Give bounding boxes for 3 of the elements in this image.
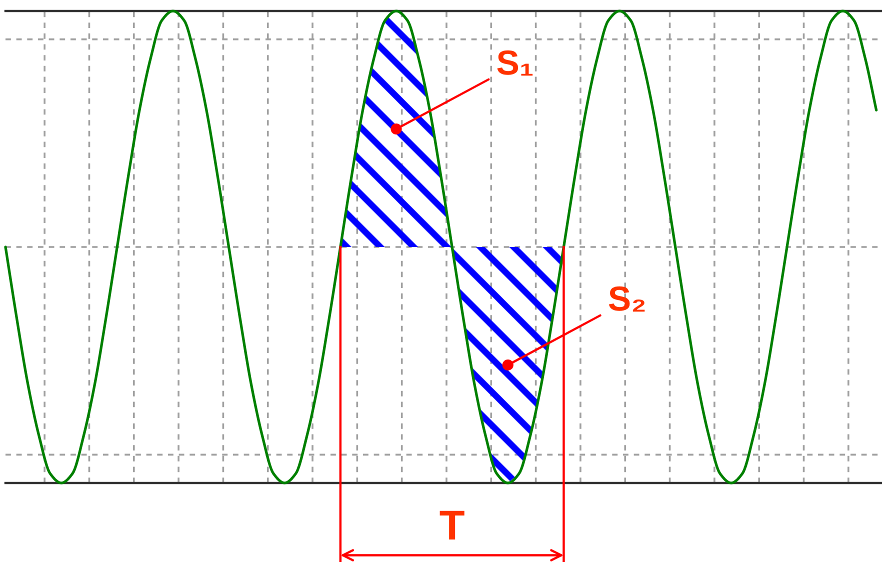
text: T [440, 510, 464, 540]
text: S₁ [497, 50, 533, 76]
series-label: S₂ [608, 286, 645, 312]
